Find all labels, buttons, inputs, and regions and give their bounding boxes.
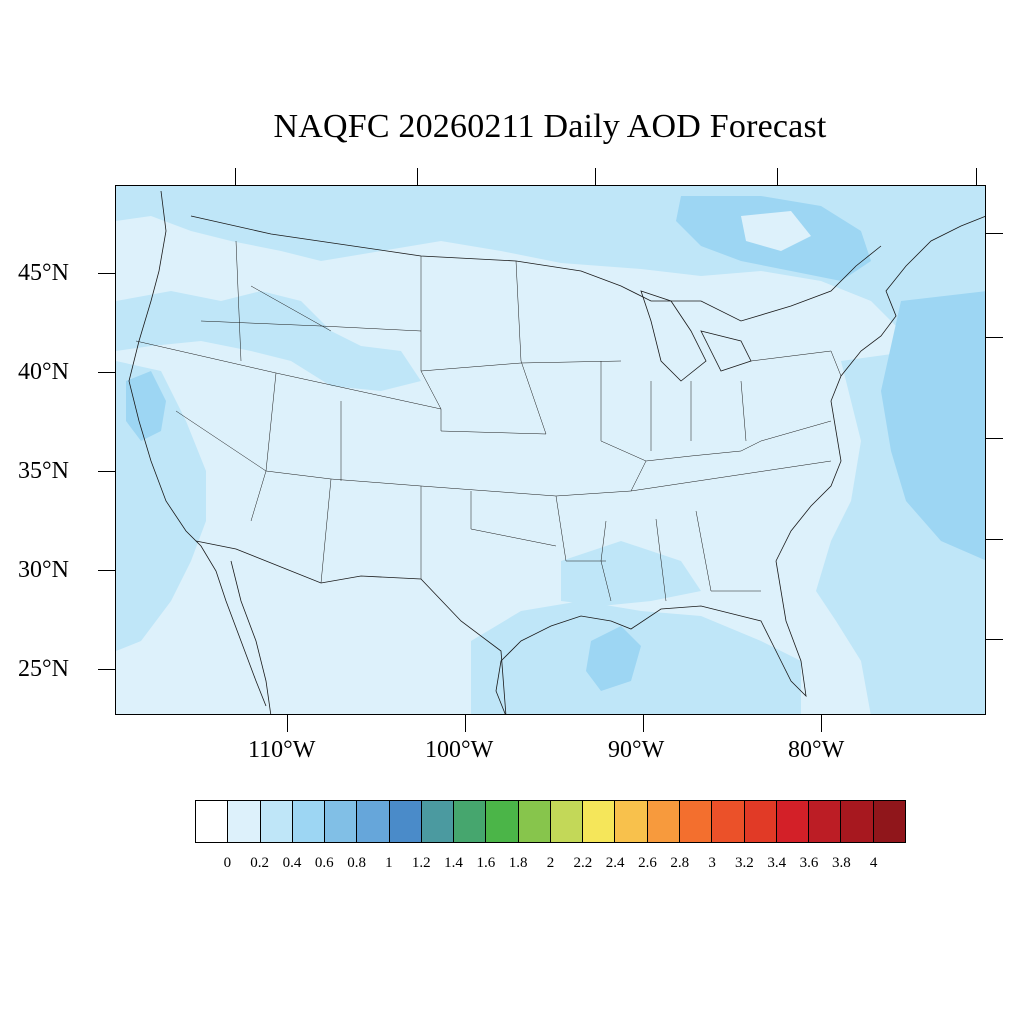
colorbar-swatch [518,801,551,842]
colorbar-swatch [647,801,680,842]
west-coastline [128,190,267,707]
colorbar-label: 3.6 [799,855,819,871]
latitude-label: 25°N [18,656,69,682]
colorbar-swatch [454,801,487,842]
longitude-label: 110°W [248,737,316,763]
aod-band-southeast [561,541,701,606]
right-tick [986,438,1003,439]
colorbar-label: 2 [546,855,555,871]
top-tick [417,168,418,185]
colorbar-swatch [873,801,905,842]
aod-core-gulf [586,626,641,691]
colorbar-swatch [615,801,648,842]
bottom-tick [287,715,288,732]
right-tick [986,337,1003,338]
aod-core-atlantic [881,291,985,561]
colorbar-label: 1.4 [444,855,463,871]
latitude-label: 45°N [18,260,69,286]
colorbar-swatch [583,801,616,842]
baja-coastline [230,560,272,714]
left-tick [98,273,115,274]
colorbar-swatch [196,801,229,842]
colorbar-swatch [292,801,326,842]
colorbar-label: 0.2 [250,855,269,871]
colorbar-swatch [679,801,713,842]
boundaries [128,190,985,714]
colorbar-label: 1.2 [411,855,431,871]
top-tick [595,168,596,185]
aod-core-california [126,371,166,441]
top-tick [777,168,778,185]
colorbar-swatch [486,801,519,842]
colorbar-label: 1 [385,855,393,871]
aod-band-northwest [116,291,421,391]
map-panel [115,185,986,715]
colorbar-label: 3 [708,855,716,871]
mexico-border [195,540,507,714]
colorbar-label: 2.6 [638,855,657,871]
state-lines [135,240,842,602]
colorbar-label: 3.8 [831,855,851,871]
colorbar-label: 0.4 [282,855,302,871]
colorbar-swatch [776,801,810,842]
top-tick [976,168,977,185]
left-tick [98,570,115,571]
longitude-label: 90°W [608,737,665,763]
aod-shading [116,186,985,714]
colorbar-swatch [550,801,584,842]
gulf-coastline [495,560,807,714]
left-tick [98,669,115,670]
colorbar-swatch [228,801,261,842]
bottom-tick [465,715,466,732]
colorbar-label: 0.8 [347,855,366,871]
colorbar-swatch [325,801,358,842]
aod-map [116,186,985,714]
top-tick [235,168,236,185]
colorbar-label: 0 [223,855,232,871]
left-tick [98,372,115,373]
colorbar-label: 2.2 [573,855,593,871]
colorbar-label: 0.6 [314,855,334,871]
latitude-label: 35°N [18,458,69,484]
colorbar-swatch [841,801,874,842]
east-coastline [775,215,985,562]
colorbar-label: 2.4 [605,855,625,871]
colorbar-swatch [357,801,390,842]
colorbar-swatch [260,801,293,842]
right-tick [986,539,1003,540]
colorbar-label: 2.8 [670,855,690,871]
colorbar-label: 3.2 [735,855,754,871]
bottom-tick [821,715,822,732]
colorbar-swatch [744,801,777,842]
latitude-label: 30°N [18,557,69,583]
colorbar-swatch [421,801,455,842]
colorbar-swatch [389,801,422,842]
bottom-tick [643,715,644,732]
aod-colorbar [195,800,906,843]
colorbar-swatch [712,801,745,842]
longitude-label: 80°W [788,737,845,763]
colorbar-label: 4 [869,855,878,871]
right-tick [986,639,1003,640]
latitude-label: 40°N [18,359,69,385]
great-lakes [640,290,752,382]
left-tick [98,471,115,472]
aod-light-patch-ne [741,211,811,251]
map-title: NAQFC 20260211 Daily AOD Forecast [273,108,827,145]
colorbar-label: 1.8 [508,855,528,871]
colorbar-swatch [809,801,842,842]
right-tick [986,233,1003,234]
longitude-label: 100°W [425,737,494,763]
colorbar-label: 1.6 [476,855,496,871]
colorbar-label: 3.4 [767,855,787,871]
